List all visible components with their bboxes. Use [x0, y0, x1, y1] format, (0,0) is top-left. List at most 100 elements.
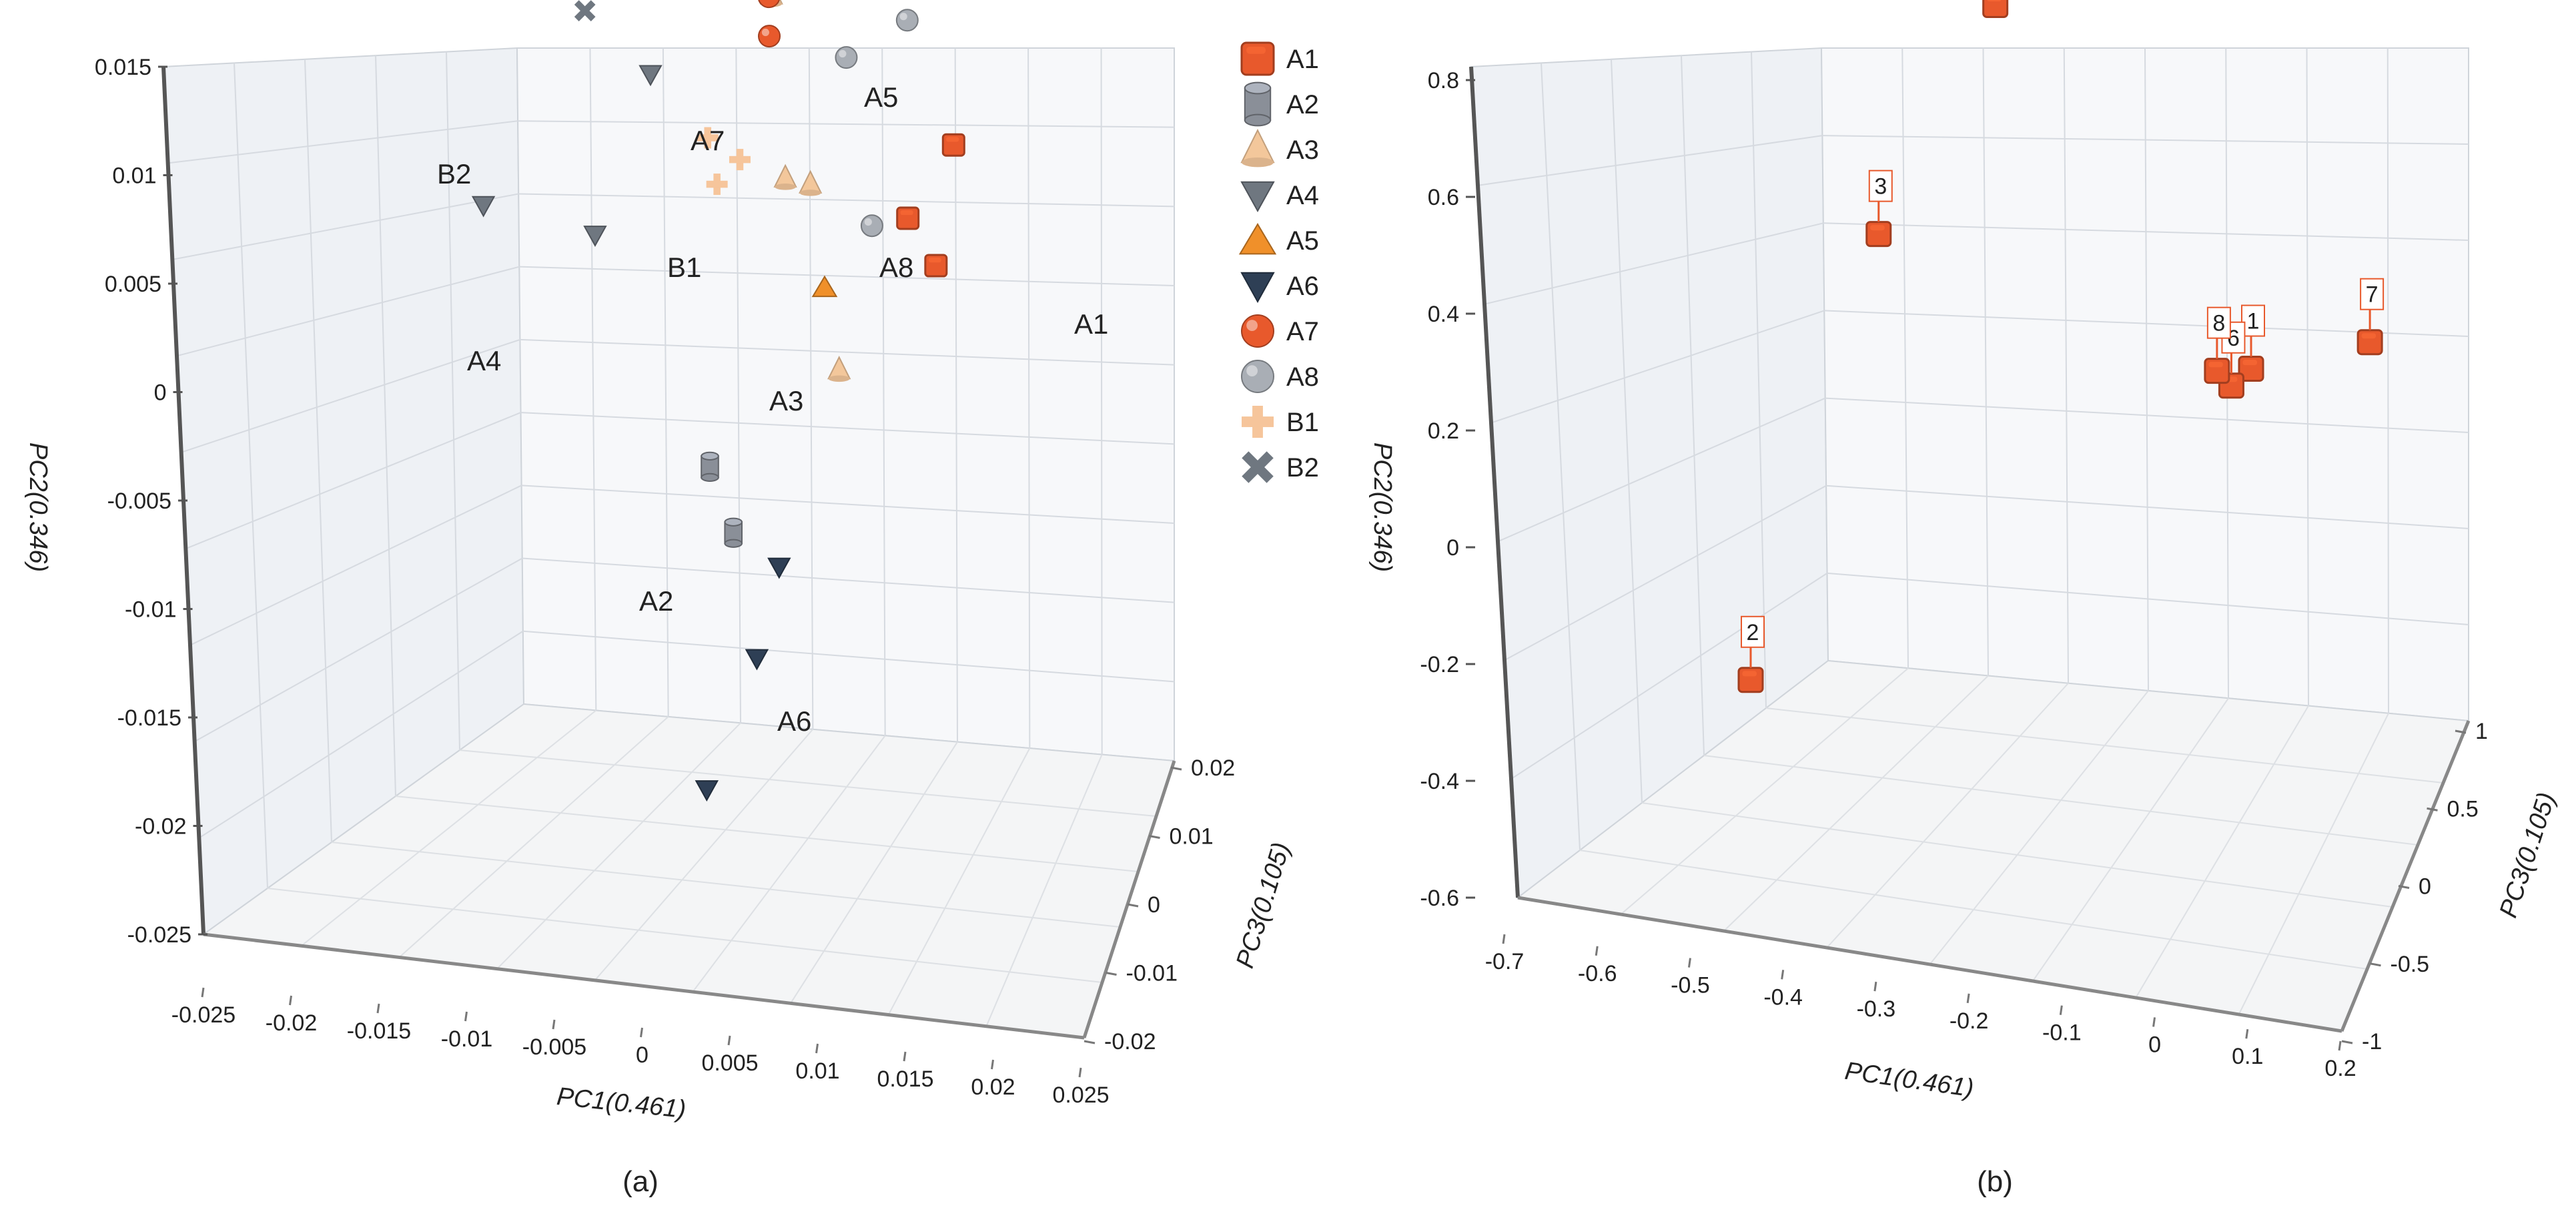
- panel-a-z-tick: [1149, 835, 1160, 839]
- panel-a-grid-line: [459, 749, 1157, 817]
- panel-a-point-a3: [773, 164, 797, 190]
- panel-b-z-tick-label: 0: [2419, 874, 2431, 900]
- legend-label-b2: B2: [1286, 453, 1319, 483]
- legend-label-a1: A1: [1286, 45, 1319, 74]
- panel-b-grid-line: [1611, 59, 1643, 804]
- panel-a-z-tick-label: 0: [1148, 892, 1160, 918]
- panel-b-x-tick-label: -0.6: [1578, 961, 1617, 986]
- annotation-b1: B1: [667, 252, 701, 283]
- panel-a-x-tick: [991, 1059, 994, 1070]
- panel-b-y-tick-label: 0.2: [1428, 418, 1459, 444]
- panel-a-point-a6: [767, 557, 791, 579]
- panel-a-z-tick: [1106, 972, 1117, 976]
- panel-a-grid-line: [189, 485, 522, 646]
- panel-b-point-2: [1737, 667, 1764, 693]
- panel-b-grid-line: [2387, 47, 2389, 713]
- panel-b-grid-line: [1901, 47, 1909, 669]
- panel-a-caption: (a): [622, 1165, 659, 1198]
- annotation-a3: A3: [769, 385, 803, 416]
- panel-a-grid-line: [881, 47, 886, 736]
- panel-a-legend: A1 A2 A3 A4 A5 A6 A7 A8 B1 B2: [1238, 41, 1319, 483]
- panel-b-x-tick-label: 0.2: [2324, 1056, 2356, 1081]
- panel-b-grid-line: [1723, 675, 1989, 932]
- panel-a-y-tick-label: -0.025: [127, 922, 191, 948]
- panel-b-grid-line: [1982, 47, 1989, 676]
- panel-b-grid-line: [1751, 51, 1767, 709]
- annotation-a5: A5: [864, 81, 898, 113]
- panel-a-point-a1: [941, 133, 965, 157]
- panel-a-x-tick-label: -0.02: [266, 1010, 318, 1036]
- panel-b-grid-line: [1641, 802, 2393, 908]
- panel-a-grid-line: [331, 842, 1121, 928]
- panel-b-z-tick-label: -0.5: [2391, 952, 2430, 977]
- panel-b-x-tick-label: -0.4: [1763, 984, 1803, 1010]
- panel-a-backdrop: [162, 47, 1176, 1039]
- panel-b-caption: (b): [1977, 1165, 2013, 1198]
- panel-a-x-tick: [376, 1003, 380, 1014]
- panel-a-grid-line: [1027, 47, 1031, 749]
- panel-b-x-tick: [2245, 1029, 2249, 1039]
- panel-b-z-tick: [2341, 1040, 2353, 1044]
- panel-a-x-tick-label: 0.025: [1052, 1083, 1109, 1108]
- panel-b-x-tick: [1966, 993, 1970, 1004]
- legend-marker-a5: [1238, 223, 1277, 255]
- panel-b-x-tick-label: -0.1: [2042, 1020, 2082, 1046]
- panel-a-x-axis-title: PC1(0.461): [555, 1083, 687, 1124]
- panel-a-y-tick-label: 0.005: [105, 272, 161, 297]
- panel-b-x-tick: [1502, 934, 1506, 944]
- panel-b-y-axis-title: PC2(0.346): [1368, 442, 1396, 572]
- panel-b-x-tick: [1595, 946, 1599, 956]
- panel-a-grid-line: [790, 741, 958, 1004]
- panel-b-grid-line: [1504, 485, 1827, 661]
- panel-a-grid-line: [301, 709, 596, 947]
- panel-b-x-tick-label: -0.5: [1671, 973, 1710, 998]
- panel-a-grid-line: [692, 735, 886, 992]
- panel-a-y-tick-label: 0: [154, 380, 167, 406]
- panel-a-y-axis-title: PC2(0.346): [24, 442, 52, 572]
- panel-a-x-tick: [289, 995, 292, 1006]
- panel-b-axes: [1469, 66, 2471, 1033]
- panel-a-point-a8: [895, 9, 919, 32]
- panel-a-point-a4: [638, 65, 663, 87]
- panel-a-grid-line: [172, 193, 519, 260]
- panel-a-grid-line: [267, 888, 1103, 983]
- panel-a-x-tick: [815, 1043, 819, 1054]
- panel-a-x-tick-label: -0.015: [347, 1018, 411, 1044]
- panel-a-grid-line: [589, 47, 597, 711]
- panel-b-grid-line: [2135, 705, 2309, 998]
- panel-b-grid-line: [1826, 683, 2069, 948]
- panel-b-grid-line: [1490, 310, 1825, 424]
- panel-a-x-tick-label: 0.005: [701, 1050, 758, 1076]
- panel-b-point-7: [2356, 329, 2383, 356]
- panel-b-grid-line: [1681, 55, 1705, 756]
- panel-b-grid-line: [2032, 697, 2229, 982]
- panel-b-y-tick-label: 0.8: [1428, 68, 1459, 93]
- panel-a-z-tick-label: 0.02: [1191, 755, 1235, 781]
- panel-b-grid-line: [2238, 713, 2389, 1015]
- panel-a-x-tick: [201, 987, 205, 998]
- legend-marker-a1: [1240, 41, 1275, 76]
- panel-a-grid-line: [518, 193, 1175, 208]
- panel-a-point-a8: [835, 46, 858, 69]
- annotation-a1: A1: [1074, 308, 1108, 340]
- annotation-a4: A4: [467, 345, 501, 376]
- panel-a-grid-line: [594, 729, 814, 981]
- panel-b-x-tick-label: -0.2: [1950, 1008, 1989, 1034]
- panel-a-grid-line: [522, 630, 1175, 683]
- panel-a-y-tick-label: 0.015: [95, 55, 151, 80]
- legend-label-a5: A5: [1286, 226, 1319, 256]
- panel-a-point-a2: [724, 517, 743, 548]
- panel-a-point-b1: [706, 174, 728, 196]
- panel-b-y-tick-label: 0.4: [1428, 302, 1459, 327]
- panel-a-grid-line: [518, 120, 1175, 128]
- panel-b-grid-line: [1620, 667, 1909, 915]
- panel-b-point-label: 3: [1874, 174, 1887, 200]
- panel-a-x-tick-label: -0.01: [441, 1026, 493, 1052]
- panel-a-grid-line: [234, 63, 268, 889]
- panel-b-x-tick-label: -0.3: [1857, 996, 1896, 1022]
- panel-a-point-a4: [583, 226, 607, 248]
- panel-a-point-a5: [811, 275, 838, 298]
- panel-a-grid-line: [808, 47, 814, 729]
- panel-b-grid-line: [1929, 690, 2149, 965]
